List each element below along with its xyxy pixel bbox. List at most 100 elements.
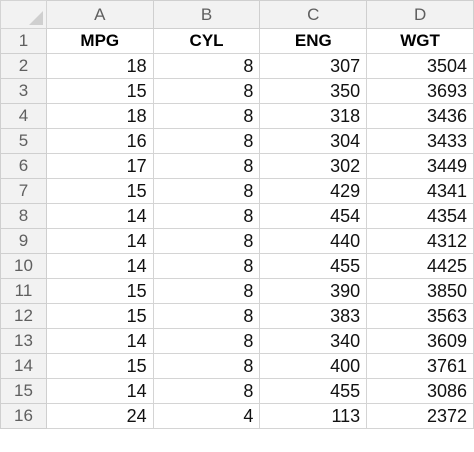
row-header[interactable]: 1 [0,28,47,54]
cell-cyl[interactable]: 8 [152,278,261,304]
cell-cyl[interactable]: 8 [152,328,261,354]
cell-mpg[interactable]: 17 [45,153,154,179]
table-row: 13 14 8 340 3609 [0,328,474,354]
cell-wgt[interactable]: 3693 [366,78,474,104]
cell-mpg[interactable]: 14 [45,328,154,354]
cell-eng[interactable]: 383 [259,303,368,329]
cell-cyl[interactable]: 8 [152,128,261,154]
header-cell-wgt[interactable]: WGT [366,28,474,54]
row-header[interactable]: 9 [0,228,47,254]
header-cell-eng[interactable]: ENG [259,28,368,54]
cell-wgt[interactable]: 3433 [366,128,474,154]
spreadsheet-grid: A B C D 1 MPG CYL ENG WGT 2 18 8 307 3504 3 15… [0,0,474,429]
cell-eng[interactable]: 302 [259,153,368,179]
table-row: 2 18 8 307 3504 [0,53,474,79]
cell-mpg[interactable]: 15 [45,353,154,379]
cell-wgt[interactable]: 2372 [366,403,474,429]
row-header[interactable]: 3 [0,78,47,104]
row-header[interactable]: 4 [0,103,47,129]
cell-wgt[interactable]: 4354 [366,203,474,229]
cell-eng[interactable]: 113 [259,403,368,429]
header-cell-mpg[interactable]: MPG [45,28,154,54]
cell-mpg[interactable]: 15 [45,178,154,204]
row-header[interactable]: 5 [0,128,47,154]
cell-eng[interactable]: 455 [259,378,368,404]
cell-mpg[interactable]: 24 [45,403,154,429]
cell-cyl[interactable]: 8 [152,353,261,379]
cell-mpg[interactable]: 18 [45,103,154,129]
select-all-corner[interactable] [0,0,47,29]
row-header[interactable]: 6 [0,153,47,179]
column-header-d[interactable]: D [366,0,474,29]
row-header[interactable]: 13 [0,328,47,354]
header-cell-cyl[interactable]: CYL [152,28,261,54]
cell-wgt[interactable]: 3563 [366,303,474,329]
row-header[interactable]: 7 [0,178,47,204]
cell-wgt[interactable]: 3504 [366,53,474,79]
cell-cyl[interactable]: 8 [152,53,261,79]
table-row: 8 14 8 454 4354 [0,203,474,229]
row-header[interactable]: 12 [0,303,47,329]
cell-mpg[interactable]: 14 [45,253,154,279]
row-header[interactable]: 8 [0,203,47,229]
cell-eng[interactable]: 429 [259,178,368,204]
table-row: 3 15 8 350 3693 [0,78,474,104]
cell-mpg[interactable]: 14 [45,378,154,404]
row-header[interactable]: 11 [0,278,47,304]
row-header[interactable]: 2 [0,53,47,79]
cell-wgt[interactable]: 3436 [366,103,474,129]
cell-cyl[interactable]: 8 [152,203,261,229]
cell-eng[interactable]: 304 [259,128,368,154]
cell-wgt[interactable]: 3086 [366,378,474,404]
cell-cyl[interactable]: 8 [152,103,261,129]
table-row: 11 15 8 390 3850 [0,278,474,304]
cell-eng[interactable]: 454 [259,203,368,229]
cell-wgt[interactable]: 4425 [366,253,474,279]
cell-cyl[interactable]: 8 [152,153,261,179]
cell-wgt[interactable]: 4341 [366,178,474,204]
cell-mpg[interactable]: 15 [45,78,154,104]
cell-cyl[interactable]: 8 [152,378,261,404]
cell-wgt[interactable]: 3761 [366,353,474,379]
cell-eng[interactable]: 455 [259,253,368,279]
cell-wgt[interactable]: 3609 [366,328,474,354]
table-row: 4 18 8 318 3436 [0,103,474,129]
cell-cyl[interactable]: 8 [152,253,261,279]
cell-eng[interactable]: 307 [259,53,368,79]
row-header[interactable]: 16 [0,403,47,429]
column-header-c[interactable]: C [259,0,368,29]
cell-mpg[interactable]: 15 [45,303,154,329]
table-row: 6 17 8 302 3449 [0,153,474,179]
cell-cyl[interactable]: 8 [152,303,261,329]
cell-cyl[interactable]: 4 [152,403,261,429]
table-row: 9 14 8 440 4312 [0,228,474,254]
cell-cyl[interactable]: 8 [152,178,261,204]
row-header[interactable]: 14 [0,353,47,379]
cell-wgt[interactable]: 3850 [366,278,474,304]
select-all-triangle-icon [28,11,43,25]
column-header-b[interactable]: B [152,0,261,29]
cell-eng[interactable]: 390 [259,278,368,304]
cell-cyl[interactable]: 8 [152,78,261,104]
row-header[interactable]: 15 [0,378,47,404]
cell-eng[interactable]: 400 [259,353,368,379]
table-row: 7 15 8 429 4341 [0,178,474,204]
cell-wgt[interactable]: 4312 [366,228,474,254]
cell-eng[interactable]: 318 [259,103,368,129]
cell-eng[interactable]: 350 [259,78,368,104]
cell-mpg[interactable]: 14 [45,203,154,229]
cell-eng[interactable]: 440 [259,228,368,254]
cell-mpg[interactable]: 15 [45,278,154,304]
cell-mpg[interactable]: 16 [45,128,154,154]
table-row: 15 14 8 455 3086 [0,378,474,404]
cell-wgt[interactable]: 3449 [366,153,474,179]
cell-eng[interactable]: 340 [259,328,368,354]
table-row: 1 MPG CYL ENG WGT [0,28,474,54]
cell-mpg[interactable]: 18 [45,53,154,79]
table-row: 14 15 8 400 3761 [0,353,474,379]
column-header-a[interactable]: A [45,0,154,29]
cell-cyl[interactable]: 8 [152,228,261,254]
cell-mpg[interactable]: 14 [45,228,154,254]
row-header[interactable]: 10 [0,253,47,279]
